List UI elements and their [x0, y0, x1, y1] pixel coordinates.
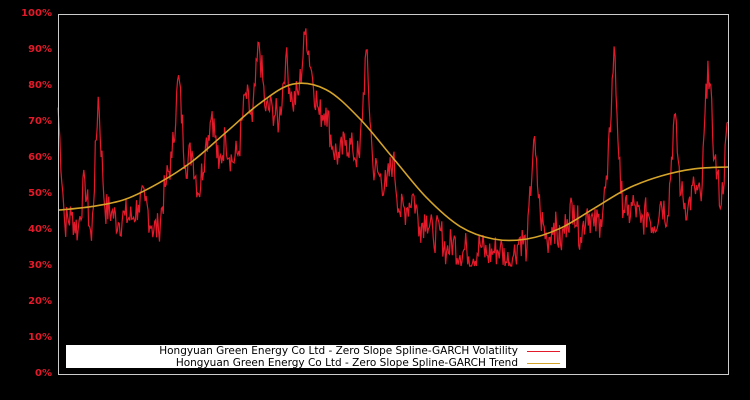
y-tick-label: 10% — [28, 332, 52, 343]
y-tick-label: 80% — [28, 80, 52, 91]
y-tick-label: 100% — [21, 8, 52, 19]
y-tick-label: 30% — [28, 260, 52, 271]
trend-line — [57, 82, 729, 242]
legend-swatch-volatility — [527, 351, 560, 352]
legend-label-trend: Hongyuan Green Energy Co Ltd - Zero Slop… — [175, 357, 518, 369]
y-tick-label: 0% — [35, 368, 52, 379]
y-tick-label: 40% — [28, 224, 52, 235]
y-tick-label: 70% — [28, 116, 52, 127]
y-tick-label: 20% — [28, 296, 52, 307]
legend-label-volatility: Hongyuan Green Energy Co Ltd - Zero Slop… — [159, 345, 518, 357]
y-tick-label: 60% — [28, 152, 52, 163]
legend: Hongyuan Green Energy Co Ltd - Zero Slop… — [66, 345, 566, 369]
plot-frame — [58, 14, 729, 375]
volatility-line — [57, 28, 729, 267]
legend-swatch-trend — [527, 363, 560, 364]
y-tick-label: 50% — [28, 188, 52, 199]
plot-lines — [57, 28, 729, 267]
legend-item-trend: Hongyuan Green Energy Co Ltd - Zero Slop… — [176, 357, 518, 369]
legend-item-volatility: Hongyuan Green Energy Co Ltd - Zero Slop… — [159, 345, 518, 357]
y-tick-label: 90% — [28, 44, 52, 55]
